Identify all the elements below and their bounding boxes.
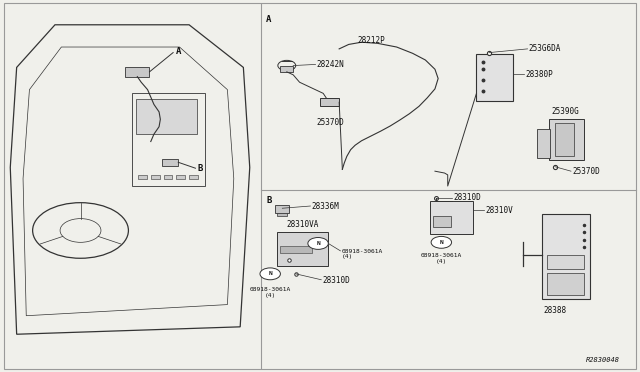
Bar [138, 175, 147, 179]
Bar [430, 201, 473, 234]
Text: A: A [176, 47, 182, 56]
Text: N: N [316, 241, 320, 246]
Bar [125, 67, 150, 77]
Text: (4): (4) [264, 294, 276, 298]
Text: 08918-3061A: 08918-3061A [420, 253, 462, 259]
Text: N: N [268, 271, 272, 276]
Circle shape [278, 60, 296, 71]
Text: 28380P: 28380P [525, 70, 554, 78]
Bar [547, 273, 584, 295]
Text: A: A [266, 15, 272, 24]
Text: 08918-3061A: 08918-3061A [250, 287, 291, 292]
Text: 25370D: 25370D [572, 167, 600, 176]
Bar [320, 98, 339, 106]
Text: B: B [266, 196, 272, 205]
Text: (4): (4) [436, 259, 447, 264]
Text: 28310VA: 28310VA [286, 220, 319, 230]
Bar [280, 246, 312, 253]
Text: 28242N: 28242N [317, 60, 344, 69]
Bar [548, 119, 584, 160]
Text: 28336M: 28336M [312, 202, 339, 211]
Bar [547, 254, 584, 269]
Text: N: N [440, 240, 444, 245]
Text: B: B [197, 164, 203, 173]
Text: 25370D: 25370D [317, 118, 344, 127]
Circle shape [308, 237, 328, 249]
Bar [163, 159, 178, 166]
Bar [176, 175, 185, 179]
Text: (4): (4) [342, 254, 353, 259]
Bar [151, 175, 160, 179]
Text: 28310D: 28310D [454, 193, 481, 202]
Text: 08918-3061A: 08918-3061A [342, 249, 383, 254]
Bar [555, 123, 574, 156]
Text: 25390G: 25390G [552, 108, 580, 116]
Bar [280, 66, 293, 72]
Text: 28310D: 28310D [323, 276, 350, 285]
Bar [433, 217, 451, 227]
Circle shape [431, 236, 452, 248]
Bar [542, 214, 590, 299]
Bar [276, 232, 328, 266]
Text: 28388: 28388 [543, 306, 566, 315]
Bar [132, 93, 205, 186]
Bar [189, 175, 198, 179]
Bar [476, 54, 513, 101]
Bar [275, 205, 289, 214]
Bar [277, 213, 287, 217]
Text: 253G6DA: 253G6DA [529, 44, 561, 53]
Bar [164, 175, 173, 179]
Circle shape [260, 268, 280, 280]
Bar [537, 129, 550, 158]
Text: 28310V: 28310V [485, 206, 513, 215]
Text: 28212P: 28212P [357, 36, 385, 45]
Bar [136, 99, 196, 134]
Text: R2830048: R2830048 [586, 357, 620, 363]
